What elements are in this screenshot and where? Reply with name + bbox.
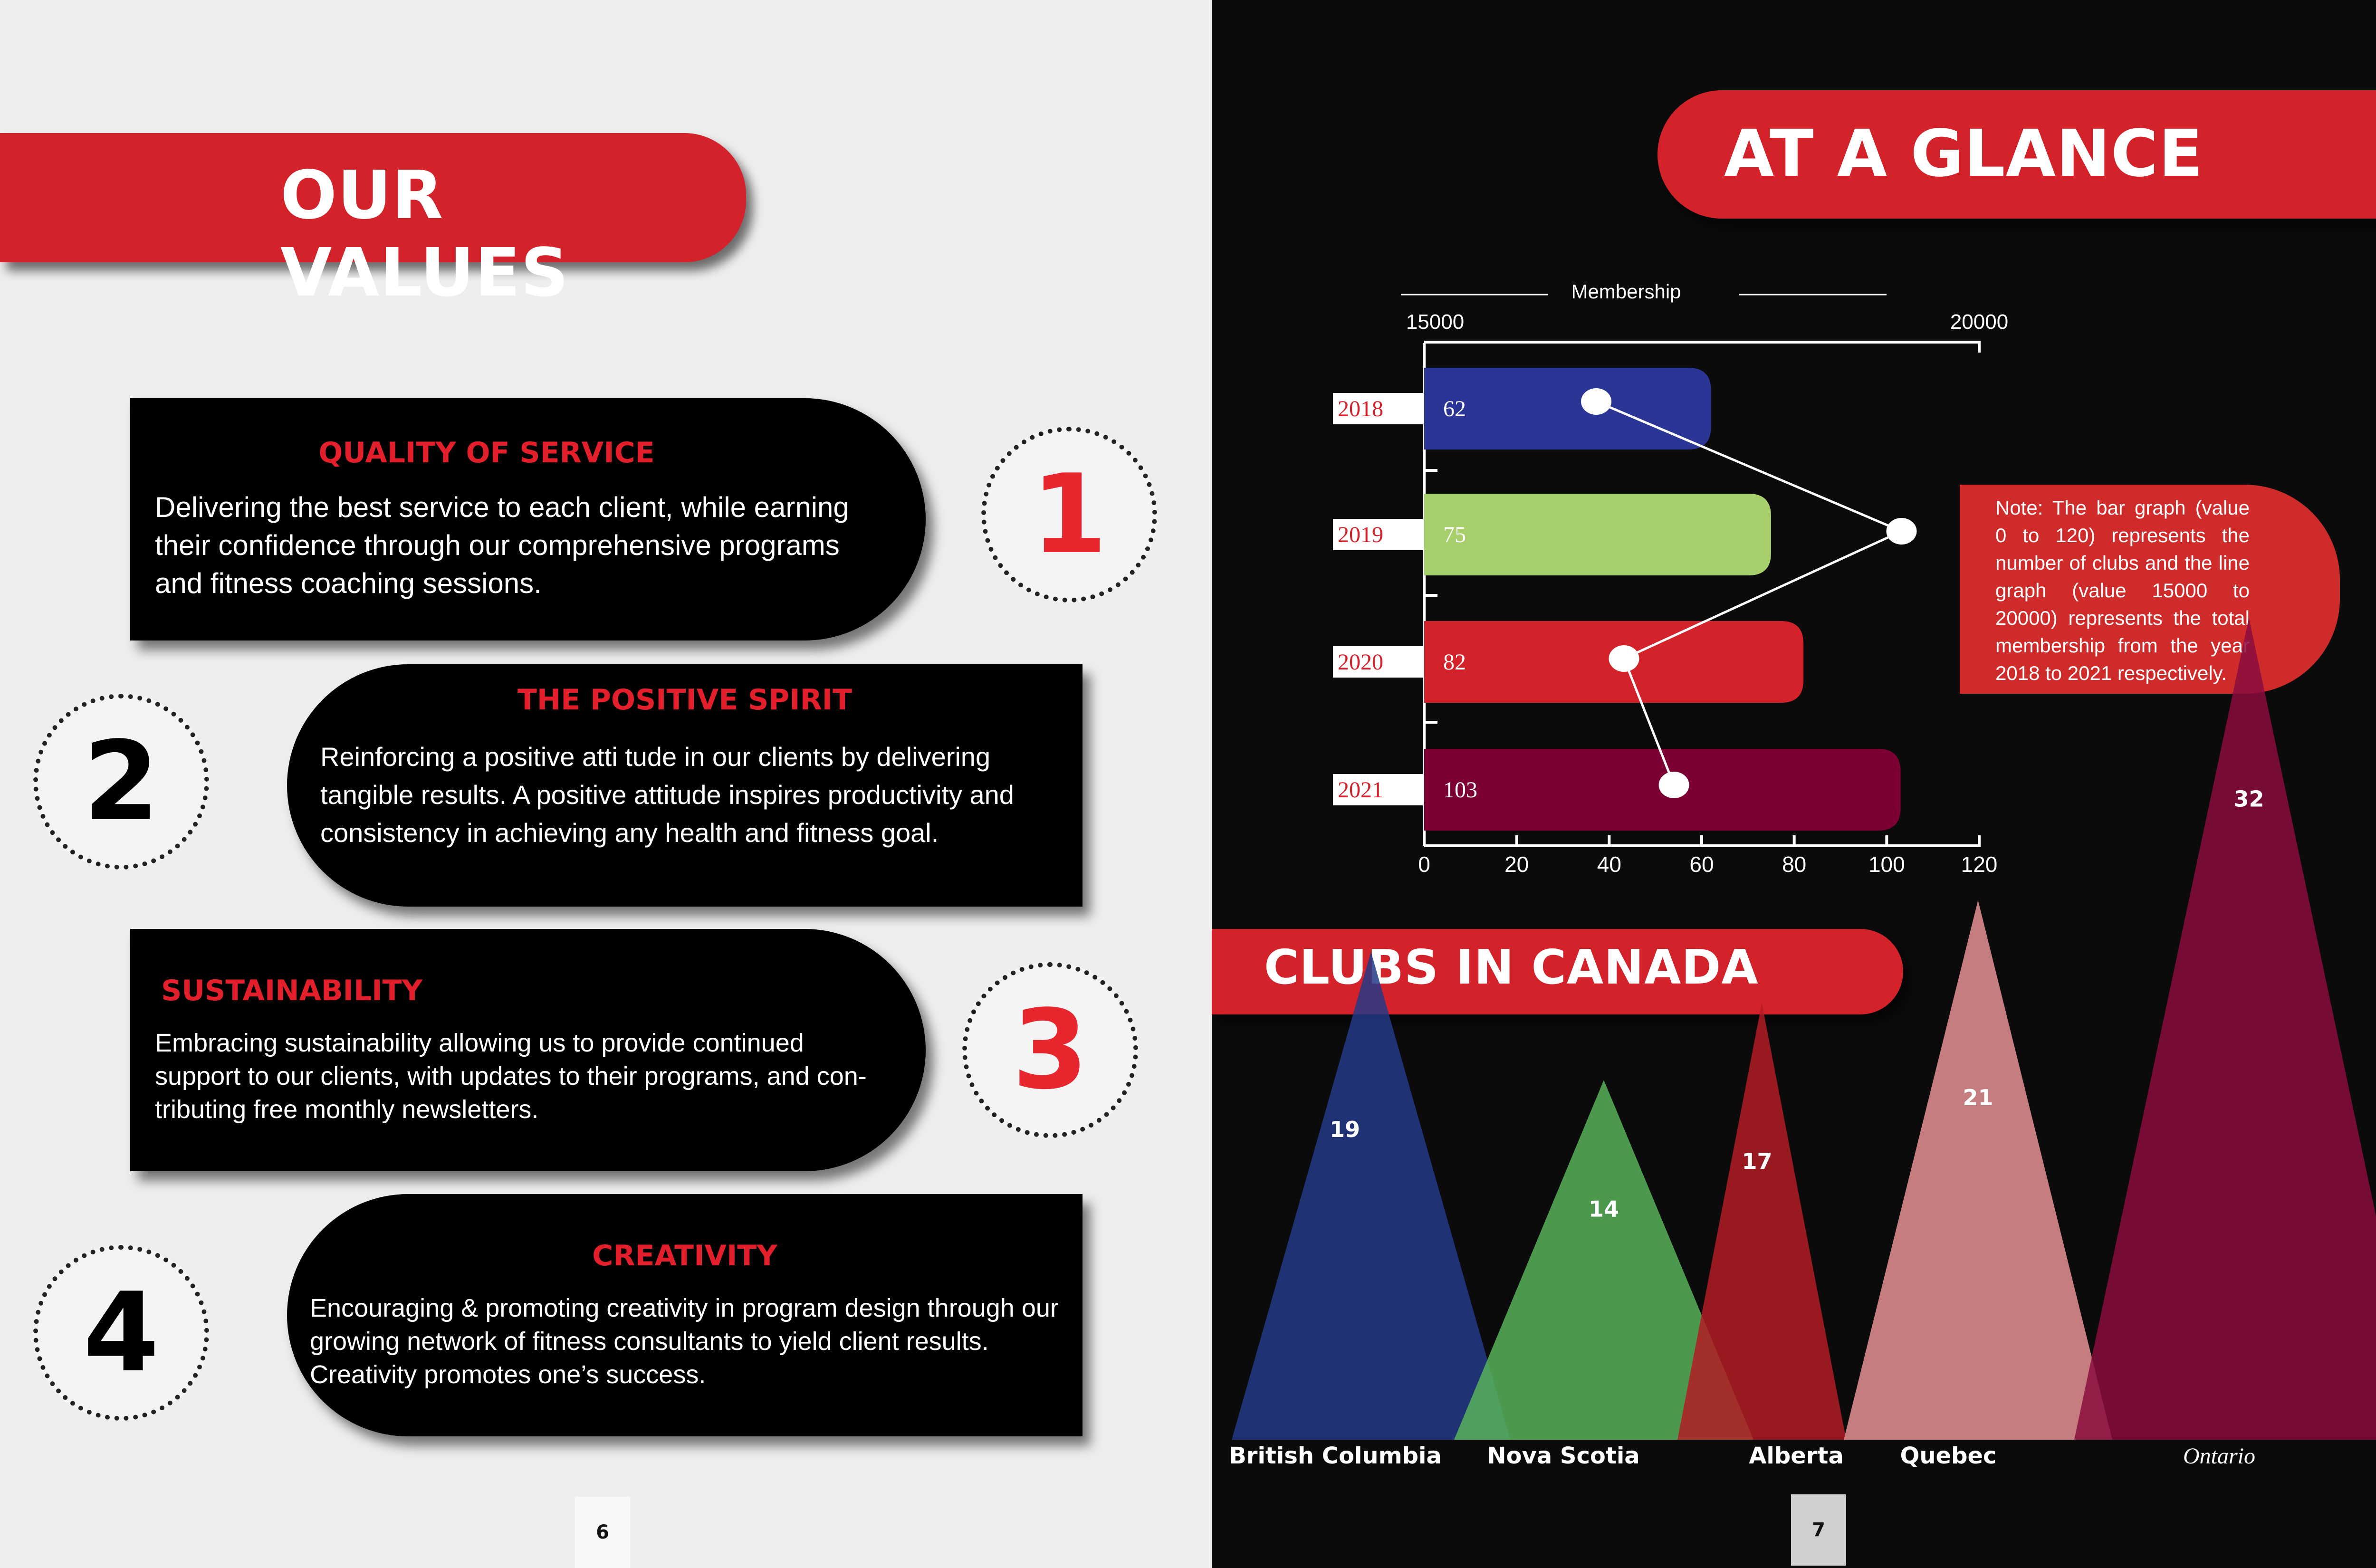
clubs-membership-chart: Membership 15000 20000 2018 62 2019 75 2020 82 20… — [1333, 280, 2008, 877]
membership-tick-label: 15000 — [1406, 310, 1464, 334]
chart-note: Note: The bar graph (value 0 to 120) rep… — [1960, 485, 2340, 694]
club-triangle — [1232, 951, 1510, 1440]
x-tick-label: 0 — [1418, 852, 1430, 877]
year-label: 2021 — [1338, 777, 1383, 803]
province-label: Nova Scotia — [1487, 1443, 1639, 1469]
bar — [1424, 494, 1771, 575]
value-number: 2 — [83, 718, 160, 845]
value-card-sustainability: SUSTAINABILITY Embracing sustainability … — [130, 929, 926, 1171]
value-number: 1 — [1031, 451, 1108, 578]
club-triangle — [1677, 1003, 1846, 1440]
year-label: 2020 — [1338, 650, 1383, 675]
x-tick-label: 100 — [1868, 852, 1905, 877]
clubs-banner: CLUBS IN CANADA — [1212, 929, 1903, 1014]
value-number-4: 4 — [33, 1245, 209, 1421]
x-tick-label: 60 — [1689, 852, 1714, 877]
our-values-banner: OUR VALUES — [0, 133, 746, 312]
bar-value-label: 82 — [1443, 650, 1466, 675]
value-title: CREATIVITY — [592, 1239, 777, 1272]
value-number-3: 3 — [962, 962, 1138, 1138]
year-label-tab — [1333, 519, 1423, 550]
year-label: 2019 — [1338, 522, 1383, 547]
chart-note-text: Note: The bar graph (value 0 to 120) rep… — [1995, 497, 2250, 684]
value-number-1: 1 — [981, 427, 1157, 602]
club-value-label: 21 — [1963, 1085, 1993, 1110]
bar-value-label: 75 — [1443, 522, 1466, 547]
province-label: Quebec — [1900, 1443, 1997, 1469]
bar — [1424, 368, 1711, 449]
x-tick-label: 40 — [1597, 852, 1621, 877]
at-a-glance-banner: AT A GLANCE — [1657, 90, 2376, 219]
value-number: 3 — [1012, 986, 1089, 1114]
province-label: Alberta — [1749, 1443, 1844, 1469]
page-title: AT A GLANCE — [1724, 116, 2204, 191]
year-label-tab — [1333, 393, 1423, 424]
year-label: 2018 — [1338, 396, 1383, 421]
bar-value-label: 62 — [1443, 396, 1466, 421]
x-tick-label: 20 — [1504, 852, 1529, 877]
value-title: SUSTAINABILITY — [161, 974, 422, 1007]
value-card-quality: QUALITY OF SERVICE Delivering the best s… — [130, 398, 926, 641]
clubs-title: CLUBS IN CANADA — [1264, 939, 1759, 995]
membership-point — [1581, 388, 1612, 415]
x-tick-label: 80 — [1782, 852, 1806, 877]
club-triangle — [1844, 900, 2112, 1440]
right-page: AT A GLANCE Membership 15000 20000 2018 62 20… — [1212, 0, 2376, 1568]
left-page: OUR VALUES QUALITY OF SERVICE Delivering… — [0, 0, 1212, 1568]
page-number-right: 7 — [1791, 1494, 1846, 1566]
club-triangle — [2074, 618, 2376, 1440]
membership-point — [1609, 645, 1639, 672]
value-number-2: 2 — [33, 694, 209, 870]
bar-value-label: 103 — [1443, 777, 1477, 803]
value-card-creativity: CREATIVITY Encouraging & promoting creat… — [287, 1194, 1083, 1436]
value-text: Delivering the best service to each clie… — [155, 491, 849, 599]
province-label: British Columbia — [1229, 1443, 1442, 1469]
value-card-positive-spirit: THE POSITIVE SPIRIT Reinforcing a positi… — [287, 664, 1083, 907]
value-text: Reinforcing a positive atti tude in our … — [320, 742, 1014, 848]
page-number: 6 — [596, 1521, 609, 1543]
membership-line — [1596, 400, 1905, 785]
value-number: 4 — [83, 1269, 160, 1396]
year-label-tab — [1333, 646, 1423, 678]
page-number-left: 6 — [575, 1497, 630, 1568]
value-title: THE POSITIVE SPIRIT — [517, 683, 853, 717]
value-text: Embracing sustainability allowing us to … — [155, 1029, 867, 1124]
club-value-label: 32 — [2233, 786, 2264, 812]
membership-point — [1886, 518, 1917, 545]
club-triangle — [1454, 1080, 1753, 1440]
clubs-in-canada-chart: 19 British Columbia 14 Nova Scotia 17 Alberta… — [1229, 618, 2376, 1469]
club-value-label: 19 — [1330, 1117, 1360, 1142]
value-title: QUALITY OF SERVICE — [318, 436, 655, 469]
x-tick-label: 120 — [1961, 852, 1998, 877]
value-text: Encouraging & promoting creativity in pr… — [310, 1294, 1059, 1389]
membership-tick-label: 20000 — [1950, 310, 2008, 334]
club-value-label: 14 — [1589, 1196, 1619, 1222]
year-label-tab — [1333, 774, 1423, 805]
page-number: 7 — [1812, 1519, 1825, 1541]
membership-axis-label: Membership — [1571, 280, 1681, 303]
province-label: Ontario — [2183, 1444, 2255, 1469]
club-value-label: 17 — [1742, 1148, 1772, 1174]
page-title: OUR VALUES — [280, 157, 569, 312]
membership-point — [1658, 772, 1689, 798]
